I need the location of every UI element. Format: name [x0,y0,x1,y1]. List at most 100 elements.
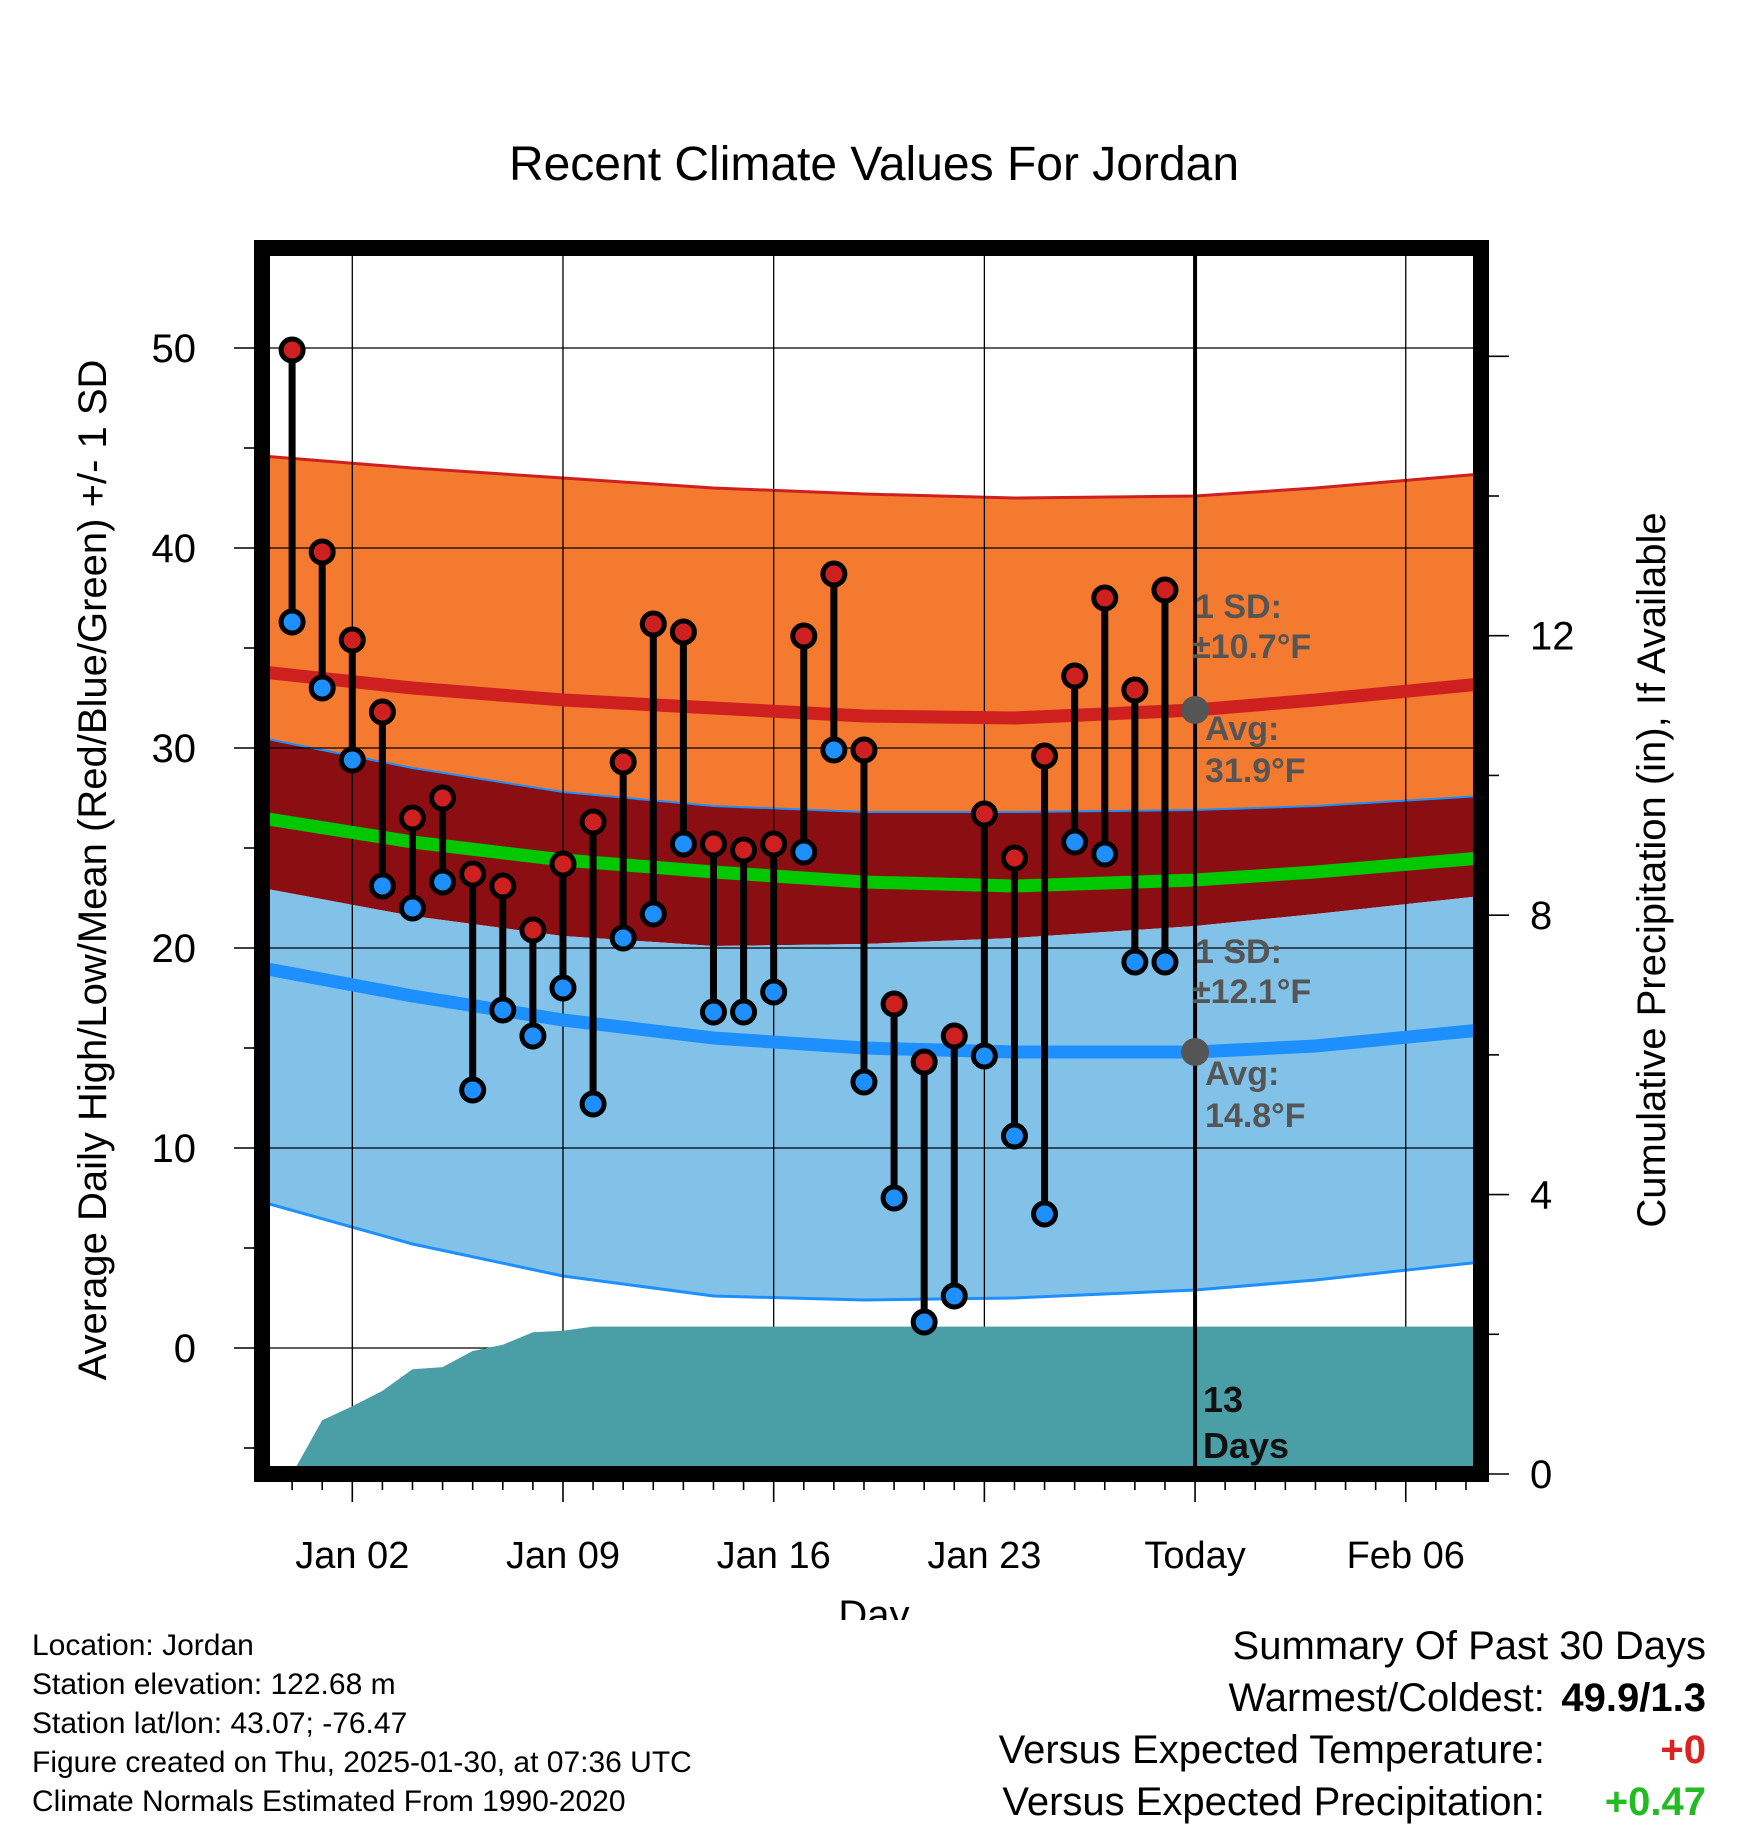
y2-tick-label: 4 [1530,1174,1552,1218]
daily-high-point [579,808,607,836]
daily-high-point [429,784,457,812]
daily-low-point [429,868,457,896]
daily-low-point [519,1022,547,1050]
today-high-avg-marker [1181,696,1210,724]
temp-value: +0 [1660,1728,1706,1772]
daily-high-point [850,736,878,764]
precip-days-unit: Days [1203,1425,1289,1466]
summary-panel: Summary Of Past 30 Days Warmest/Coldest:… [999,1620,1706,1828]
daily-high-point [910,1048,938,1076]
precip-label: Versus Expected Precipitation: [1002,1780,1545,1824]
daily-low-point [820,736,848,764]
x-tick-label: Feb 06 [1347,1535,1465,1577]
daily-low-point [699,998,727,1026]
y-tick-label: 10 [152,1127,197,1171]
daily-high-point [790,622,818,650]
daily-low-point [1031,1200,1059,1228]
low-sd-label: 1 SD: [1195,933,1282,971]
daily-high-point [368,698,396,726]
daily-low-point [850,1068,878,1096]
daily-low-point [970,1042,998,1070]
y2-tick-label: 12 [1530,615,1575,659]
daily-high-point [1091,584,1119,612]
daily-low-point [910,1308,938,1336]
summary-temp: Versus Expected Temperature: +0 [999,1724,1706,1776]
daily-low-point [489,996,517,1024]
y-axis-label-left: Average Daily High/Low/Mean (Red/Blue/Gr… [71,360,115,1381]
daily-low-point [278,608,306,636]
y2-tick-label: 8 [1530,894,1552,938]
daily-low-point [760,978,788,1006]
x-tick-label: Jan 16 [717,1535,831,1577]
high-sd-upper-line [262,454,1481,500]
daily-low-point [730,998,758,1026]
daily-high-point [1061,662,1089,690]
precip-days-count: 13 [1203,1379,1243,1420]
daily-low-point [1000,1122,1028,1150]
daily-high-point [549,850,577,878]
y-tick-label: 0 [174,1327,196,1371]
station-info: Location: Jordan Station elevation: 122.… [32,1626,692,1821]
low-sd-band [262,888,1481,1300]
high-sd-band [262,456,1481,812]
elevation-text: Station elevation: 122.68 m [32,1668,396,1701]
daily-high-point [730,836,758,864]
summary-precip: Versus Expected Precipitation: +0.47 [999,1776,1706,1828]
daily-low-point [1151,948,1179,976]
daily-low-point [1061,828,1089,856]
y-tick-label: 40 [152,527,197,571]
plot-frame [254,240,1489,1482]
daily-low-point [368,872,396,900]
daily-high-point [1031,742,1059,770]
created-text: Figure created on Thu, 2025-01-30, at 07… [32,1746,692,1779]
low-sd-lower-line [262,1200,1481,1302]
daily-low-point [549,974,577,1002]
x-tick-label: Jan 23 [927,1535,1041,1577]
warm-cold-value: 49.9/1.3 [1561,1676,1706,1720]
daily-low-point [579,1090,607,1118]
daily-low-point [1091,840,1119,868]
x-tick-label: Jan 02 [295,1535,409,1577]
normal-high-line [262,665,1481,725]
latlon-text: Station lat/lon: 43.07; -76.47 [32,1707,408,1740]
daily-high-point [820,560,848,588]
y-axis-label-right: Cumulative Precipitation (in), If Availa… [1630,512,1674,1227]
daily-high-point [308,538,336,566]
high-avg-value: 31.9°F [1205,752,1306,790]
summary-warm-cold: Warmest/Coldest: 49.9/1.3 [999,1672,1707,1724]
y-tick-label: 20 [152,927,197,971]
daily-high-point [609,748,637,776]
low-avg-value: 14.8°F [1205,1097,1306,1135]
y-tick-label: 50 [152,327,197,371]
daily-low-point [1121,948,1149,976]
cumulative-precip-area [292,1326,1481,1474]
daily-high-point [489,872,517,900]
daily-high-point [970,800,998,828]
high-sd-label: 1 SD: [1195,588,1282,626]
summary-title: Summary Of Past 30 Days [1232,1624,1706,1668]
daily-high-point [1121,676,1149,704]
high-avg-label: Avg: [1205,710,1279,748]
y-tick-label: 30 [152,727,197,771]
daily-low-point [609,924,637,952]
daily-high-point [398,804,426,832]
daily-high-point [519,916,547,944]
daily-low-point [459,1076,487,1104]
daily-high-point [940,1022,968,1050]
low-sd-value: ±12.1°F [1192,973,1311,1011]
temp-label: Versus Expected Temperature: [998,1728,1545,1772]
climate-chart: 1 SD: ±10.7°F Avg: 31.9°F 1 SD: ±12.1°F … [71,138,1674,1620]
today-low-avg-marker [1181,1038,1210,1066]
daily-low-point [308,674,336,702]
y2-tick-label: 0 [1530,1453,1552,1497]
chart-title: Recent Climate Values For Jordan [509,138,1239,191]
overlap-band [262,738,1481,946]
warm-cold-label: Warmest/Coldest: [1228,1676,1545,1720]
x-tick-label: Jan 09 [506,1535,620,1577]
daily-high-point [669,618,697,646]
daily-high-point [1151,576,1179,604]
location-text: Location: Jordan [32,1629,254,1662]
daily-low-point [669,830,697,858]
daily-high-point [699,830,727,858]
daily-high-point [880,990,908,1018]
